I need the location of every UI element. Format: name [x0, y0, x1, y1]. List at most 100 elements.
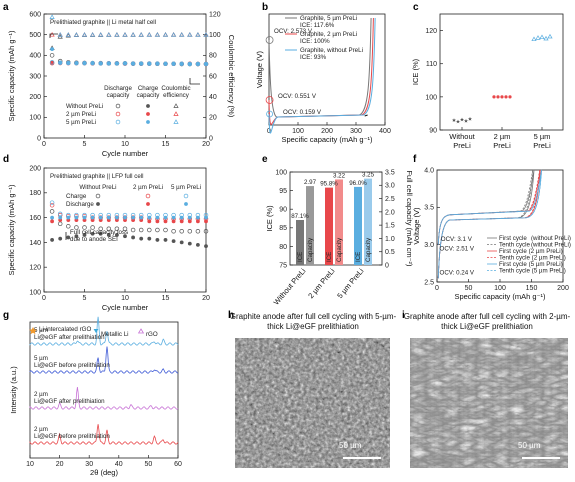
- y-tick-label: 100: [275, 169, 287, 176]
- curve-overlap: [364, 114, 368, 117]
- panel-label-c: c: [413, 2, 419, 13]
- legend-marker: [173, 111, 179, 116]
- xrd-pattern: [29, 316, 179, 346]
- x-tick-label: 0: [267, 128, 271, 135]
- charge-point: [98, 61, 103, 66]
- pattern-label: 5 µm: [34, 355, 48, 362]
- x-tick-label: 100: [292, 128, 304, 135]
- curve-without: [268, 17, 376, 134]
- discharge-point: [49, 53, 55, 58]
- x-tick-label: 0: [42, 141, 46, 148]
- legend-label: Tenth cycle (2 µm PreLi): [499, 255, 566, 262]
- ocv-marker: [265, 96, 274, 104]
- legend-label: First cycle (5 µm PreLi): [499, 261, 563, 268]
- ce-point: [146, 32, 152, 37]
- ce-point: [81, 32, 88, 37]
- legend-marker: [115, 111, 121, 117]
- legend-header: capacity: [137, 92, 161, 99]
- discharge-point: [171, 215, 176, 220]
- ice-point: [535, 35, 541, 40]
- ce-point: [49, 31, 55, 37]
- ocv-marker: [265, 36, 274, 44]
- y-tick-label: 100: [29, 115, 41, 122]
- x-axis-label: Specific capacity (mAh g⁻¹): [281, 135, 373, 144]
- ice-point: [543, 35, 549, 41]
- bar-value-label: 96.0%: [349, 180, 367, 187]
- y-tick-label: 90: [279, 207, 287, 214]
- sem-texture-i: [410, 338, 568, 468]
- pattern-label: Li@eGF before prelithiation: [34, 433, 110, 440]
- charge-point: [90, 61, 95, 66]
- y-axis-label: Specific capacity (mAh g⁻¹): [7, 184, 16, 276]
- x-tick-label: 300: [350, 128, 362, 135]
- ocv-annotation: OCV: 0.159 V: [283, 109, 322, 116]
- ice-point: [504, 95, 508, 99]
- legend-marker: [96, 202, 100, 206]
- charge-point: [82, 61, 87, 66]
- discharge-point: [155, 215, 160, 220]
- charge-point: [58, 60, 63, 65]
- panel-label-f: f: [413, 154, 417, 165]
- legend-marker: [146, 104, 150, 108]
- charge-point: [147, 61, 152, 66]
- charge-point: [82, 225, 87, 230]
- panel-label-i: i: [402, 310, 405, 321]
- ce-point: [114, 32, 120, 37]
- legend-header: Charge: [138, 85, 159, 92]
- x-tick-label: 150: [526, 285, 538, 292]
- y2-axis-label: Full cell capacity (mAh cm⁻²): [405, 170, 414, 267]
- category-label: PreLi: [493, 141, 511, 150]
- ce-point: [179, 32, 185, 37]
- ocv-annotation: OCV: 3.1 V: [441, 236, 473, 243]
- charge-point: [66, 61, 71, 65]
- pattern-label: Li@eGF after prelithiation: [34, 398, 105, 405]
- y2-tick-label: 80: [209, 53, 217, 60]
- charge-point: [203, 228, 209, 234]
- discharge-point: [155, 219, 160, 224]
- y-tick-label: 85: [279, 225, 287, 232]
- ice-point: [508, 95, 512, 99]
- x-tick-label: 0: [42, 295, 46, 302]
- legend-marker: [146, 202, 150, 206]
- y-tick-label: 4.0: [424, 167, 434, 174]
- bar-capacity: [306, 186, 314, 265]
- bar-value-label: 3.22: [333, 172, 346, 179]
- y-tick-label: 75: [279, 262, 287, 269]
- ce-point: [57, 32, 63, 37]
- discharge-point: [106, 215, 111, 220]
- x-axis-label: Cycle number: [102, 149, 149, 158]
- legend-header: Without PreLi: [79, 184, 116, 191]
- discharge-point: [179, 240, 184, 245]
- x-tick-label: 20: [202, 141, 210, 148]
- legend-label: Tenth cycle: [499, 242, 531, 249]
- legend-star: [29, 327, 37, 335]
- pattern-label: Li@eGF before prelithiation: [34, 362, 110, 369]
- charge-point: [123, 61, 127, 66]
- legend-label: Metallic Li: [101, 331, 129, 338]
- discharge-point: [115, 233, 119, 237]
- sem-image-h: 50 µm: [235, 338, 390, 468]
- discharge-point: [171, 219, 176, 224]
- bar-text: ICE: [297, 252, 304, 262]
- ce-point: [106, 32, 112, 37]
- charge-point: [106, 226, 112, 232]
- legend-header: capacity: [107, 92, 131, 99]
- discharge-point: [115, 215, 119, 220]
- discharge-point: [66, 235, 71, 240]
- pattern-label: Li@eGF after prelithiation: [34, 334, 105, 341]
- discharge-point: [147, 215, 152, 220]
- discharge-point: [106, 61, 112, 66]
- y2-tick-label: 100: [209, 32, 221, 39]
- y2-tick-label: 3.5: [385, 169, 395, 176]
- voltage-curve: [437, 169, 542, 279]
- bar-ice: [325, 187, 333, 265]
- charge-point: [49, 209, 55, 214]
- y-tick-label: 100: [425, 94, 437, 101]
- charge-point: [74, 225, 79, 230]
- y-axis-label: Specific capacity (mAh g⁻¹): [7, 30, 16, 122]
- x-axis-label: Specific capacity (mAh g⁻¹): [454, 292, 546, 301]
- bar-value-label: 87.1%: [291, 213, 309, 220]
- legend-label: First cycle: [499, 235, 527, 242]
- y-tick-label: 100: [29, 289, 41, 296]
- ice-point: [468, 116, 472, 121]
